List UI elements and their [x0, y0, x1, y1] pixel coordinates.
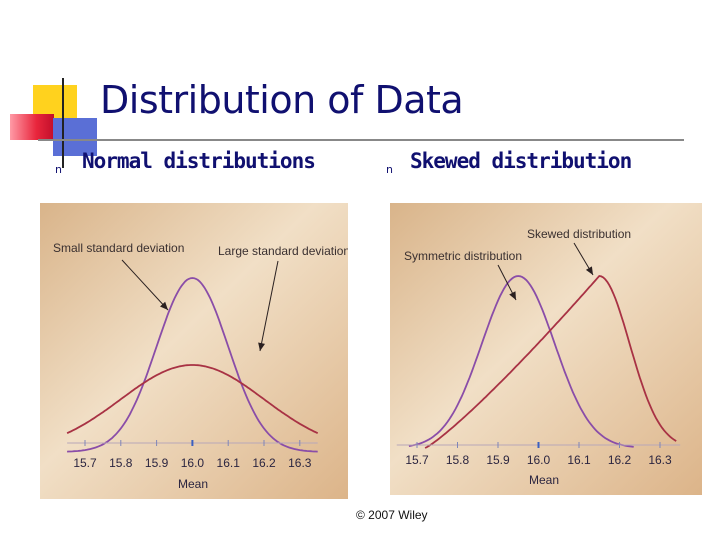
- bullet-marker-left: n: [55, 163, 62, 176]
- annotation-arrowhead: [585, 266, 593, 275]
- chart-normal-distributions: 15.7 15.8 15.9 16.0 16.1 16.2 16.3 Small stand…: [40, 203, 348, 499]
- series-line-symmetric: [408, 275, 634, 448]
- annotation-large-sd: Large standard deviation: [218, 244, 348, 258]
- x-axis-label: Mean: [178, 477, 208, 491]
- x-tick-label: 16.2: [608, 453, 632, 467]
- x-tick-label: 15.9: [486, 453, 510, 467]
- decor-blue-square: [53, 118, 97, 156]
- annotation-arrow: [121, 259, 169, 311]
- annotation-arrow: [259, 260, 279, 352]
- x-tick-label: 16.0: [181, 456, 205, 470]
- annotation-arrowhead: [509, 291, 516, 300]
- title-underline: [38, 139, 684, 141]
- series-line-skewed: [424, 275, 677, 449]
- decor-vertical-line: [62, 78, 64, 168]
- x-tick-label: 15.9: [145, 456, 169, 470]
- annotation-skewed: Skewed distribution: [527, 227, 631, 241]
- annotation-arrowhead: [258, 342, 266, 351]
- heading-normal-distributions: Normal distributions: [82, 149, 316, 173]
- annotation-symmetric: Symmetric distribution: [404, 249, 522, 263]
- x-tick-label: 15.7: [405, 453, 429, 467]
- x-tick-label: 16.3: [288, 456, 312, 470]
- x-tick-label: 16.1: [567, 453, 591, 467]
- chart-panel-background: [390, 203, 702, 495]
- copyright-credit: © 2007 Wiley: [356, 508, 428, 522]
- slide-title: Distribution of Data: [100, 78, 464, 122]
- decor-red-bar: [10, 114, 54, 140]
- chart-normal-svg: 15.7 15.8 15.9 16.0 16.1 16.2 16.3 Small stand…: [40, 203, 348, 499]
- x-tick-label: 16.2: [252, 456, 276, 470]
- chart-skewed-svg: 15.7 15.8 15.9 16.0 16.1 16.2 16.3 Symmetric d…: [390, 203, 702, 495]
- x-axis-label: Mean: [529, 473, 559, 487]
- series-line: [67, 277, 318, 453]
- x-tick-label: 15.7: [73, 456, 97, 470]
- heading-skewed-distribution: Skewed distribution: [410, 149, 632, 173]
- x-tick-label: 16.0: [527, 453, 551, 467]
- x-tick-label: 16.1: [217, 456, 241, 470]
- series-line: [66, 364, 319, 435]
- x-tick-label: 16.3: [648, 453, 672, 467]
- chart-skewed-distribution: 15.7 15.8 15.9 16.0 16.1 16.2 16.3 Symmetric d…: [390, 203, 702, 495]
- annotation-small-sd: Small standard deviation: [53, 241, 184, 255]
- annotation-arrowhead: [160, 301, 168, 310]
- bullet-marker-right: n: [386, 163, 393, 176]
- x-tick-label: 15.8: [109, 456, 133, 470]
- x-tick-label: 15.8: [446, 453, 470, 467]
